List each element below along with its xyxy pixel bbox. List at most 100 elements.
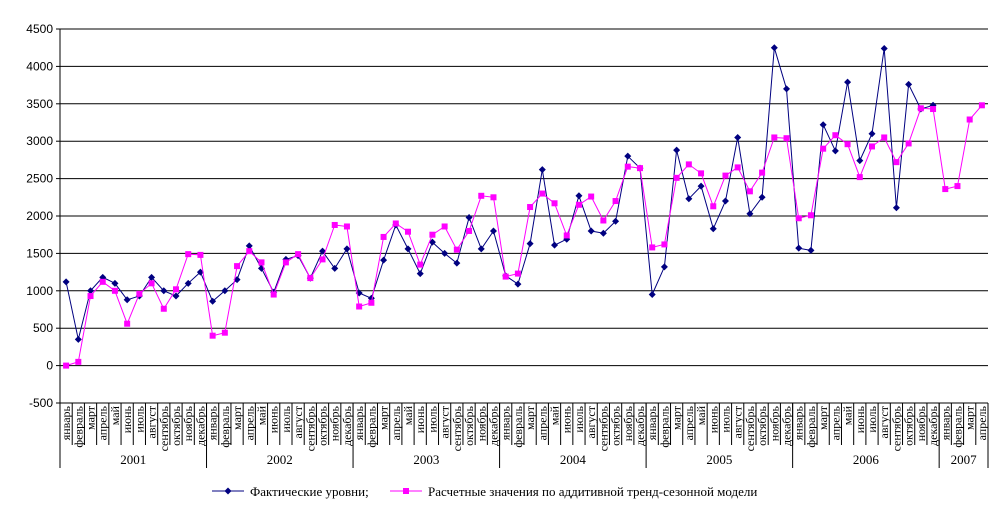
data-point-actual — [196, 268, 204, 276]
data-point-model — [673, 174, 680, 181]
x-tick-label: апрель — [828, 405, 842, 440]
data-point-model — [539, 190, 546, 197]
series-lines — [62, 44, 985, 369]
data-point-actual — [111, 279, 119, 287]
x-tick-label: октябрь — [462, 405, 476, 445]
x-tick-label: март — [670, 405, 684, 430]
data-point-actual — [783, 85, 791, 93]
data-point-model — [429, 231, 436, 238]
year-label: 2002 — [267, 452, 293, 467]
data-point-model — [588, 193, 595, 200]
data-point-model — [893, 159, 900, 166]
x-tick-label: июль — [279, 405, 293, 432]
year-label: 2003 — [413, 452, 439, 467]
data-point-actual — [770, 44, 778, 52]
data-point-actual — [416, 270, 424, 278]
x-tick-label: июнь — [560, 405, 574, 433]
data-point-model — [392, 220, 399, 227]
data-point-model — [148, 280, 155, 287]
data-point-actual — [624, 152, 632, 160]
data-point-actual — [404, 245, 412, 253]
legend-label-model: Расчетные значения по аддитивной тренд-с… — [428, 484, 757, 499]
x-tick-label: январь — [499, 405, 513, 440]
data-point-model — [319, 256, 326, 263]
year-label: 2005 — [706, 452, 732, 467]
x-tick-label: март — [84, 405, 98, 430]
x-tick-label: февраль — [364, 405, 378, 447]
year-label: 2006 — [853, 452, 880, 467]
data-point-model — [124, 320, 131, 327]
data-point-model — [160, 305, 167, 312]
data-point-model — [917, 105, 924, 112]
data-point-model — [820, 145, 827, 152]
x-tick-label: ноябрь — [621, 405, 635, 441]
y-tick-label: 1000 — [26, 284, 53, 298]
x-tick-label: март — [523, 405, 537, 430]
y-tick-label: 2500 — [26, 172, 53, 186]
data-point-actual — [428, 238, 436, 246]
data-point-actual — [343, 245, 351, 253]
data-point-actual — [477, 245, 485, 253]
data-point-model — [173, 286, 179, 293]
x-tick-label: октябрь — [169, 405, 183, 445]
year-label: 2001 — [120, 452, 146, 467]
data-point-model — [282, 259, 289, 266]
data-point-actual — [221, 287, 229, 295]
x-tick-label: июль — [132, 405, 146, 432]
year-label: 2007 — [951, 452, 978, 467]
data-point-model — [954, 183, 961, 190]
y-tick-label: 1500 — [26, 246, 53, 260]
x-tick-label: август — [584, 405, 598, 438]
x-tick-label: ноябрь — [181, 405, 195, 441]
x-tick-label: июнь — [706, 405, 720, 433]
data-point-model — [405, 228, 411, 235]
data-point-actual — [575, 192, 583, 200]
data-point-model — [881, 134, 888, 141]
data-point-actual — [721, 197, 729, 205]
x-tick-label: сентябрь — [596, 405, 610, 451]
data-point-actual — [868, 130, 876, 138]
x-tick-label: январь — [792, 405, 806, 440]
x-tick-label: июль — [425, 405, 439, 432]
x-tick-label: январь — [938, 405, 952, 440]
x-tick-label: август — [438, 405, 452, 438]
data-point-model — [746, 188, 753, 195]
data-point-model — [527, 204, 534, 211]
data-point-model — [502, 273, 509, 280]
data-point-actual — [551, 241, 559, 249]
x-tick-label: октябрь — [755, 405, 769, 445]
x-tick-label: ноябрь — [328, 405, 342, 441]
data-point-model — [246, 248, 253, 255]
x-tick-label: август — [731, 405, 745, 438]
x-tick-label: август — [145, 405, 159, 438]
x-tick-label: январь — [206, 405, 220, 440]
data-point-model — [807, 212, 814, 219]
data-point-model — [832, 132, 839, 139]
x-tick-label: декабрь — [780, 405, 794, 446]
data-point-actual — [685, 195, 693, 203]
data-point-model — [551, 200, 558, 207]
x-tick-label: май — [694, 405, 708, 425]
data-point-actual — [160, 287, 168, 295]
x-tick-label: февраль — [71, 405, 85, 447]
x-tick-label: февраль — [804, 405, 818, 447]
x-tick-label: сентябрь — [450, 405, 464, 451]
data-point-actual — [123, 296, 131, 304]
data-point-actual — [697, 182, 705, 190]
data-point-actual — [831, 147, 839, 155]
x-tick-label: апрель — [975, 405, 989, 440]
x-tick-label: декабрь — [340, 405, 354, 446]
legend-label-actual: Фактические уровни; — [250, 484, 369, 499]
data-point-model — [722, 172, 729, 179]
data-point-model — [380, 233, 387, 240]
data-point-model — [563, 232, 570, 239]
x-tick-label: февраль — [218, 405, 232, 447]
data-point-model — [441, 223, 448, 230]
data-point-model — [197, 251, 204, 258]
data-point-model — [417, 261, 424, 268]
data-point-actual — [612, 217, 620, 225]
data-point-model — [685, 161, 692, 168]
data-point-model — [331, 221, 338, 228]
data-point-model — [612, 198, 619, 205]
